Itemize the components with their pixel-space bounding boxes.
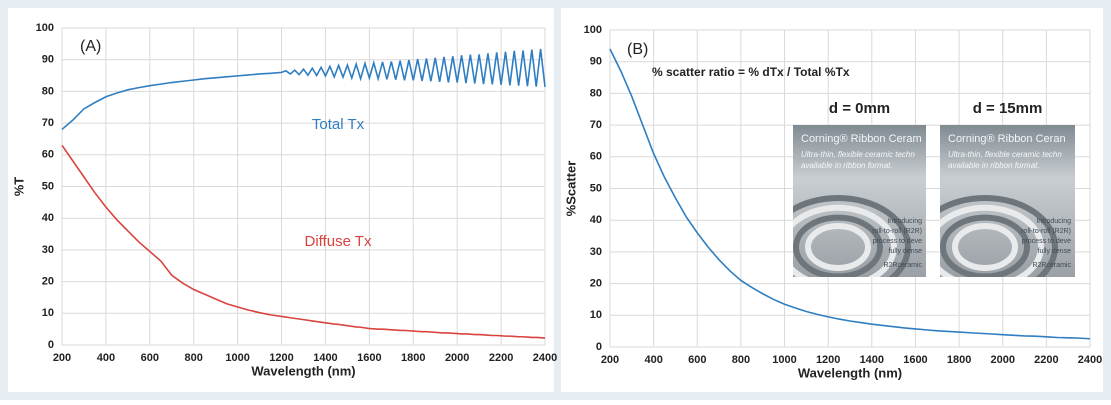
y-axis-title: %T <box>11 177 26 197</box>
y-tick-label: 60 <box>42 149 54 161</box>
y-tick-label: 40 <box>590 214 602 226</box>
x-tick-label: 2000 <box>445 352 469 364</box>
photo-text: R2Rceramic <box>883 262 922 269</box>
photo-text: Corning® Ribbon Ceran <box>948 133 1066 145</box>
y-tick-label: 80 <box>590 87 602 99</box>
photo-text: available in ribbon format. <box>801 161 893 170</box>
photo-text: Introducing <box>1036 218 1071 225</box>
x-tick-label: 200 <box>53 352 71 364</box>
x-tick-label: 2200 <box>489 352 513 364</box>
x-tick-label: 800 <box>732 354 750 366</box>
photo-ring <box>793 195 911 277</box>
y-tick-label: 20 <box>42 276 54 288</box>
y-axis-title: %Scatter <box>563 161 578 217</box>
y-tick-label: 100 <box>36 22 54 34</box>
x-tick-label: 1800 <box>947 354 971 366</box>
inset-photo: Corning® Ribbon Ceran Ultra-thin, flexibl… <box>940 125 1075 277</box>
x-tick-label: 1000 <box>772 354 796 366</box>
y-tick-label: 70 <box>590 119 602 131</box>
x-tick-label: 1200 <box>816 354 840 366</box>
inset-label: d = 0mm <box>829 100 890 117</box>
photo-text: available in ribbon format. <box>948 161 1040 170</box>
y-tick-label: 10 <box>42 307 54 319</box>
photo-ring <box>793 214 883 277</box>
x-tick-label: 1600 <box>357 352 381 364</box>
data-line <box>61 144 546 339</box>
x-tick-label: 2000 <box>990 354 1014 366</box>
x-tick-label: 2400 <box>1078 354 1102 366</box>
inset-photo: Corning® Ribbon Ceram Ultra-thin, flexibl… <box>793 125 926 277</box>
photo-ring <box>805 223 871 271</box>
y-tick-label: 60 <box>590 151 602 163</box>
x-tick-label: 1400 <box>313 352 337 364</box>
y-tick-label: 10 <box>590 309 602 321</box>
x-tick-label: 2200 <box>1034 354 1058 366</box>
inset-label: d = 15mm <box>973 100 1043 117</box>
photo-text: process to deve <box>873 238 923 245</box>
y-tick-label: 0 <box>596 341 602 353</box>
photo-ring <box>940 204 1044 277</box>
y-tick-label: 70 <box>42 117 54 129</box>
x-tick-label: 400 <box>644 354 662 366</box>
annotation: Total Tx <box>312 116 365 133</box>
annotation: (B) <box>627 41 648 58</box>
photo-ring <box>940 195 1058 277</box>
photo-ring <box>952 223 1018 271</box>
y-tick-label: 30 <box>42 244 54 256</box>
x-tick-label: 600 <box>688 354 706 366</box>
y-tick-label: 80 <box>42 85 54 97</box>
x-tick-label: 2400 <box>533 352 557 364</box>
photo-text: roll-to-roll (R2R) <box>1021 228 1071 235</box>
photo-ring <box>793 204 897 277</box>
x-tick-label: 1000 <box>225 352 249 364</box>
photo-text: fully dense <box>889 248 923 255</box>
photo-text: roll-to-roll (R2R) <box>872 228 922 235</box>
data-line <box>609 48 1091 340</box>
data-line <box>61 48 546 131</box>
x-axis-title: Wavelength (nm) <box>798 365 902 380</box>
x-tick-label: 800 <box>185 352 203 364</box>
y-tick-label: 100 <box>584 24 602 36</box>
photo-text: process to deve <box>1022 238 1072 245</box>
x-axis-title: Wavelength (nm) <box>251 363 355 378</box>
y-tick-label: 0 <box>48 339 54 351</box>
y-tick-label: 90 <box>42 54 54 66</box>
y-tick-label: 90 <box>590 56 602 68</box>
x-tick-label: 1600 <box>903 354 927 366</box>
photo-text: Ultra-thin, flexible ceramic techn <box>801 150 915 159</box>
x-tick-label: 200 <box>601 354 619 366</box>
photo-text: fully dense <box>1038 248 1072 255</box>
y-tick-label: 20 <box>590 278 602 290</box>
annotation: % scatter ratio = % dTx / Total %Tx <box>652 65 850 79</box>
photo-ring <box>940 214 1030 277</box>
y-tick-label: 40 <box>42 212 54 224</box>
y-tick-label: 50 <box>590 182 602 194</box>
photo-text: Ultra-thin, flexible ceramic techn <box>948 150 1062 159</box>
annotation: (A) <box>80 38 101 55</box>
x-tick-label: 600 <box>141 352 159 364</box>
x-tick-label: 1400 <box>860 354 884 366</box>
y-tick-label: 50 <box>42 180 54 192</box>
photo-text: R2Rceramic <box>1032 262 1071 269</box>
x-tick-label: 400 <box>97 352 115 364</box>
x-tick-label: 1200 <box>269 352 293 364</box>
annotation: Diffuse Tx <box>305 233 372 250</box>
y-tick-label: 30 <box>590 246 602 258</box>
x-tick-label: 1800 <box>401 352 425 364</box>
photo-text: Introducing <box>887 218 922 225</box>
photo-text: Corning® Ribbon Ceram <box>801 133 922 145</box>
